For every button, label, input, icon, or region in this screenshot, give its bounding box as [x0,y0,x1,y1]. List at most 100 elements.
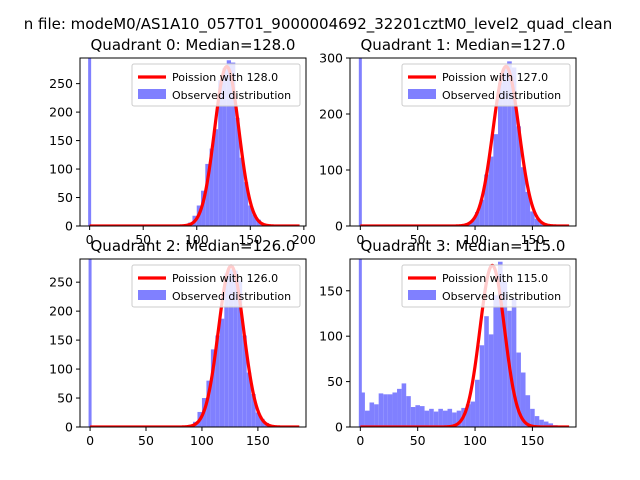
histogram-bar [543,421,549,427]
x-tick-label: 0 [356,232,364,247]
legend-box [401,63,571,107]
y-tick-label: 0 [65,420,73,435]
histogram-bar [520,167,526,226]
histogram-bar [369,402,375,427]
histogram-bar [475,212,480,226]
histogram-bar [525,395,531,427]
plot-area [88,259,301,427]
histogram-bar [442,410,448,427]
histogram-bar [251,393,256,427]
x-tick-label: 0 [86,232,94,247]
legend-poisson-label: Poission with 126.0 [172,272,278,285]
histogram-bar [260,418,265,427]
quadrant-title: Quadrant 0: Median=128.0 [91,36,296,54]
y-tick-label: 200 [49,304,73,319]
histogram-bar [438,408,443,427]
y-tick-label: 150 [49,333,73,348]
legend-observed-swatch [408,89,436,99]
histogram-bar [530,211,535,226]
histogram-bar [210,349,216,427]
histogram-bar [488,156,494,226]
axes-frame [349,258,577,428]
legend-observed-label: Observed distribution [442,89,561,102]
histogram-bar [497,261,503,427]
histogram-bar [226,60,232,226]
histogram-bar [502,68,508,226]
y-tick-label: 200 [319,107,343,122]
histogram-bar [224,273,229,427]
x-tick-label: 50 [410,433,426,448]
x-tick-label: 100 [190,433,214,448]
x-tick-label: 50 [138,433,154,448]
legend-observed-swatch [138,290,166,300]
histogram-bar [497,82,503,226]
plot-area [88,58,301,226]
histogram-bar [392,392,398,427]
x-tick-label: 0 [86,433,94,448]
zero-spike-bar [88,58,92,226]
quadrant-title: Quadrant 2: Median=126.0 [91,237,296,255]
quadrant-title: Quadrant 1: Median=127.0 [361,36,566,54]
histogram-bar [228,269,234,427]
histogram-bar [470,401,476,427]
histogram-bar [507,61,512,226]
histogram-bar [516,352,521,427]
y-tick-label: 250 [49,76,73,91]
histogram-bar [246,372,252,427]
y-tick-label: 50 [327,374,343,389]
y-tick-label: 300 [319,51,343,66]
legend-poisson-label: Poission with 128.0 [172,71,278,84]
histogram-bar [465,404,471,427]
legend-observed-swatch [138,89,166,99]
histogram-bar [484,174,489,226]
histogram-bar [475,379,480,427]
histogram-bar [237,280,243,427]
histogram-bar [406,396,411,427]
x-tick-label: 150 [246,433,270,448]
axes-frame [349,57,577,227]
y-tick-label: 150 [49,133,73,148]
x-tick-label: 100 [185,232,209,247]
zero-spike-bar [358,259,362,427]
histogram-bar [374,404,379,427]
histogram-bar [206,380,211,427]
quadrant-0-chart: 0 50 100 150 200 0 50 100 150 200 250 Quadrant 0: M… [49,36,316,247]
histogram-bar [213,129,219,226]
histogram-bar [484,316,489,427]
histogram-bar [488,334,494,427]
y-tick-label: 100 [49,362,73,377]
histogram-bar [218,80,223,226]
histogram-bar [415,405,420,427]
histogram-bar [447,408,453,427]
histogram-bar [219,318,225,427]
y-tick-label: 0 [65,219,73,234]
legend-box [131,63,301,107]
histogram-bar [235,117,240,226]
histogram-bar [397,388,402,427]
legend-box [401,264,571,308]
axes-frame [79,57,307,227]
histogram-bar [452,412,457,427]
legend-poisson-label: Poission with 127.0 [442,71,548,84]
histogram-bar [424,410,430,427]
histogram-bar [383,394,388,427]
legend-poisson-label: Poission with 115.0 [442,272,548,285]
histogram-bar [205,163,210,226]
histogram-bar [387,394,393,427]
histogram-bar [530,408,535,427]
histogram-bar [470,220,476,226]
histogram-bar [479,345,485,427]
y-tick-label: 100 [319,329,343,344]
histogram-bar [539,419,544,427]
zero-spike-bar [358,58,362,226]
x-tick-label: 100 [463,232,487,247]
x-tick-label: 200 [292,232,316,247]
histogram-bar [401,383,407,427]
histogram-bar [239,157,244,226]
axes-frame [79,258,307,428]
histogram-bar [215,335,220,427]
x-tick-label: 0 [356,433,364,448]
histogram-bar [516,126,521,226]
y-tick-label: 250 [49,275,73,290]
